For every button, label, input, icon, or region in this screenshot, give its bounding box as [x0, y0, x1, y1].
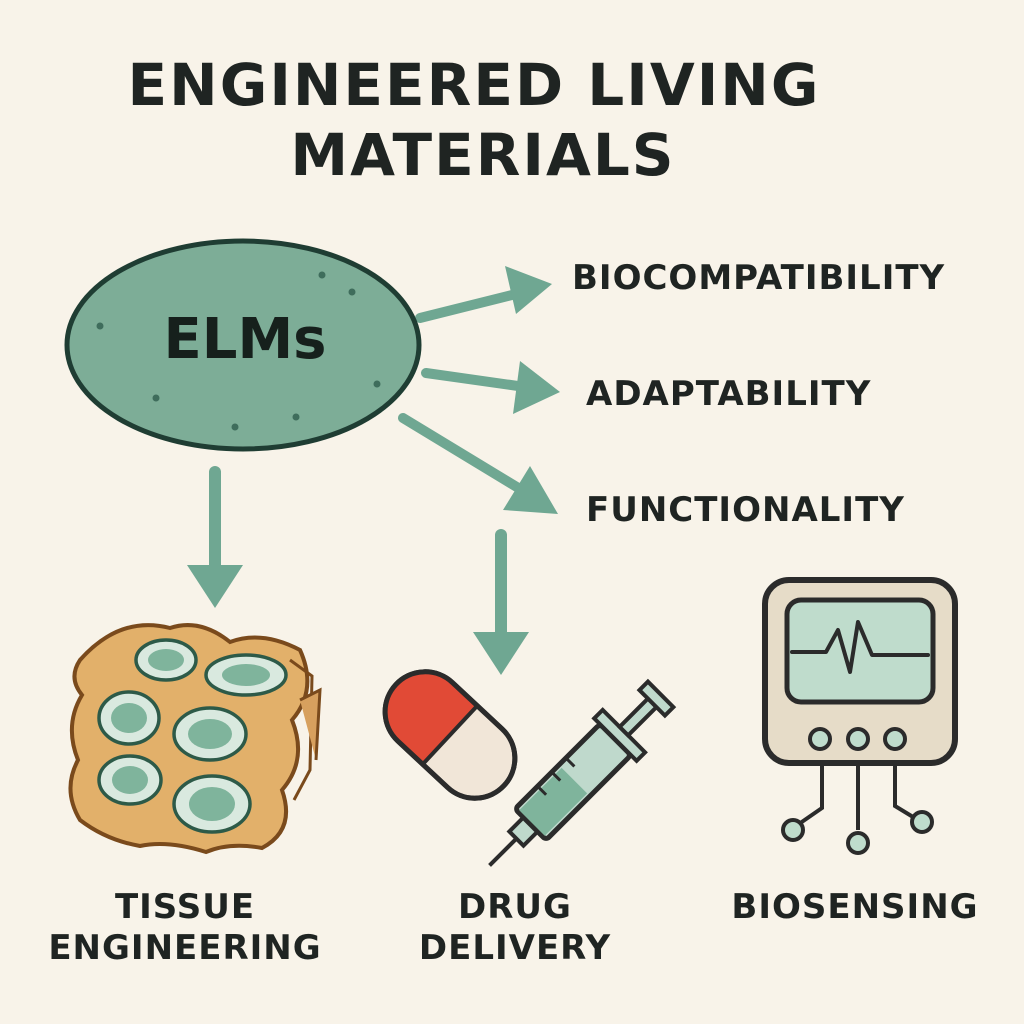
syringe-icon — [488, 678, 677, 867]
monitor-icon — [762, 577, 958, 855]
application-bio-line-1: BIOSENSING — [731, 887, 979, 927]
title-line-1: ENGINEERED LIVING — [127, 51, 821, 119]
application-drug-line-2: DELIVERY — [418, 928, 612, 969]
arrow-to-tissue-engineering — [187, 466, 243, 608]
application-tissue-engineering: TISSUE ENGINEERING — [30, 887, 340, 970]
property-functionality: FUNCTIONALITY — [586, 490, 905, 530]
arrow-to-adaptability — [421, 361, 560, 414]
property-adaptability: ADAPTABILITY — [586, 374, 872, 414]
arrow-to-drug-delivery — [473, 529, 529, 675]
application-drug-line-1: DRUG — [458, 887, 572, 927]
elms-label: ELMs — [163, 307, 327, 372]
arrow-to-functionality — [398, 413, 558, 514]
application-tissue-line-2: ENGINEERING — [48, 928, 322, 969]
arrow-to-biocompatibility — [415, 266, 552, 323]
application-tissue-line-1: TISSUE — [114, 887, 256, 927]
title-line-2: MATERIALS — [290, 121, 676, 189]
elms-node — [64, 238, 422, 452]
capsule-icon — [382, 669, 518, 801]
application-biosensing: BIOSENSING — [715, 887, 995, 928]
property-biocompatibility: BIOCOMPATIBILITY — [572, 258, 946, 298]
application-drug-delivery: DRUG DELIVERY — [380, 887, 650, 970]
tissue-scaffold-icon — [68, 623, 322, 855]
